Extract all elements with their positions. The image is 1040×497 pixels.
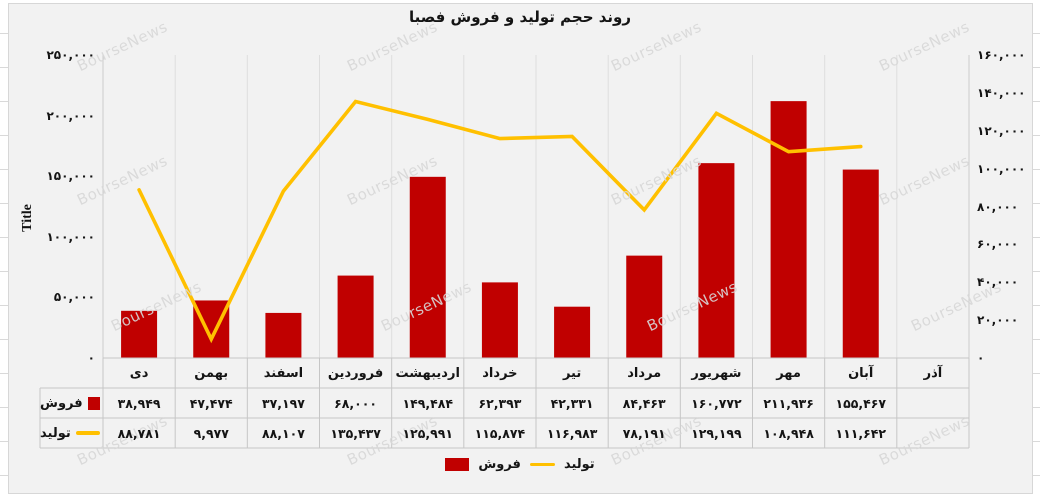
production-value-cell: ۱۱۱,۶۴۲ xyxy=(835,426,886,441)
category-label: بهمن xyxy=(194,366,229,381)
left-axis-tick-label: ۰ xyxy=(87,351,95,365)
production-value-cell: ۹,۹۷۷ xyxy=(193,426,229,441)
left-axis-tick-label: ۵۰,۰۰۰ xyxy=(53,290,95,305)
production-value-cell: ۸۸,۷۸۱ xyxy=(117,426,161,441)
sales-value-cell: ۲۱۱,۹۳۶ xyxy=(763,396,814,411)
right-axis-tick-label: ۴۰,۰۰۰ xyxy=(977,275,1019,290)
production-value-cell xyxy=(897,419,969,448)
right-axis-tick-label: ۱۴۰,۰۰۰ xyxy=(977,85,1026,100)
sales-value-cell: ۱۶۰,۷۷۲ xyxy=(691,396,742,411)
right-axis-tick-label: ۸۰,۰۰۰ xyxy=(977,199,1019,214)
category-label: مرداد xyxy=(627,366,662,381)
category-label: آبان xyxy=(848,366,874,381)
spreadsheet-gridline-stubs-left xyxy=(0,0,8,497)
production-value-cell: ۱۱۵,۸۷۴ xyxy=(474,426,526,441)
sales-value-cell: ۶۸,۰۰۰ xyxy=(334,396,378,411)
production-value-cell: ۱۳۵,۴۳۷ xyxy=(330,426,381,441)
production-value-cell: ۱۲۹,۱۹۹ xyxy=(691,426,742,441)
sales-legend-swatch xyxy=(445,458,470,471)
spreadsheet-gridline-stubs-right xyxy=(1033,0,1040,497)
left-axis-title: Title xyxy=(19,204,35,232)
right-axis-tick-label: ۰ xyxy=(977,351,985,365)
sales-value-cell: ۴۷,۴۷۴ xyxy=(189,396,233,411)
production-value-cell: ۱۲۵,۹۹۱ xyxy=(402,426,453,441)
category-label: شهریور xyxy=(691,366,742,381)
production-value-cell: ۸۸,۱۰۷ xyxy=(261,426,305,441)
sales-row-header-label: فروش xyxy=(40,395,83,411)
sales-legend-label: فروش xyxy=(478,457,521,472)
category-label: مهر xyxy=(776,366,801,381)
left-axis-tick-label: ۱۵۰,۰۰۰ xyxy=(46,169,95,184)
sales-row-header-swatch xyxy=(87,396,100,410)
legend: فروش تولید xyxy=(0,457,1040,472)
production-legend-label: تولید xyxy=(563,457,595,472)
sales-row-header: فروش xyxy=(40,388,103,418)
sales-value-cell: ۳۷,۱۹۷ xyxy=(261,396,305,411)
production-row-header-swatch xyxy=(75,431,100,435)
sales-value-cell: ۴۲,۳۳۱ xyxy=(550,396,594,411)
sales-value-cell: ۳۸,۹۴۹ xyxy=(117,396,161,411)
production-legend-swatch xyxy=(529,462,555,467)
right-axis-tick-label: ۱۲۰,۰۰۰ xyxy=(977,123,1026,138)
left-axis-tick-label: ۲۵۰,۰۰۰ xyxy=(46,48,95,62)
sales-value-cell: ۱۵۵,۴۶۷ xyxy=(835,396,886,411)
category-label: اردیبهشت xyxy=(395,366,460,381)
sales-value-cell: ۶۲,۳۹۳ xyxy=(478,396,522,411)
category-label: خرداد xyxy=(482,366,518,381)
category-label: دی xyxy=(129,366,149,381)
sales-value-cell xyxy=(897,389,969,418)
left-axis-tick-label: ۱۰۰,۰۰۰ xyxy=(46,229,95,244)
category-label: تیر xyxy=(562,366,582,381)
production-value-cell: ۱۰۸,۹۴۸ xyxy=(763,426,814,441)
right-axis-tick-label: ۲۰,۰۰۰ xyxy=(977,313,1019,328)
production-value-cell: ۱۱۶,۹۸۳ xyxy=(546,426,598,441)
category-label: اسفند xyxy=(263,366,304,381)
right-axis-tick-label: ۱۰۰,۰۰۰ xyxy=(977,161,1026,176)
left-axis-tick-label: ۲۰۰,۰۰۰ xyxy=(46,108,95,123)
right-axis-tick-label: ۶۰,۰۰۰ xyxy=(977,237,1019,252)
category-label: آذر xyxy=(923,366,943,381)
category-label: فروردین xyxy=(327,366,384,381)
production-value-cell: ۷۸,۱۹۱ xyxy=(622,426,666,441)
production-row-header: تولید xyxy=(40,418,103,448)
right-axis-tick-label: ۱۶۰,۰۰۰ xyxy=(977,48,1026,62)
sales-value-cell: ۱۴۹,۴۸۴ xyxy=(402,396,453,411)
production-row-header-label: تولید xyxy=(40,425,71,441)
sales-value-cell: ۸۴,۴۶۳ xyxy=(622,396,666,411)
chart-title: روند حجم تولید و فروش فصبا xyxy=(408,8,632,26)
